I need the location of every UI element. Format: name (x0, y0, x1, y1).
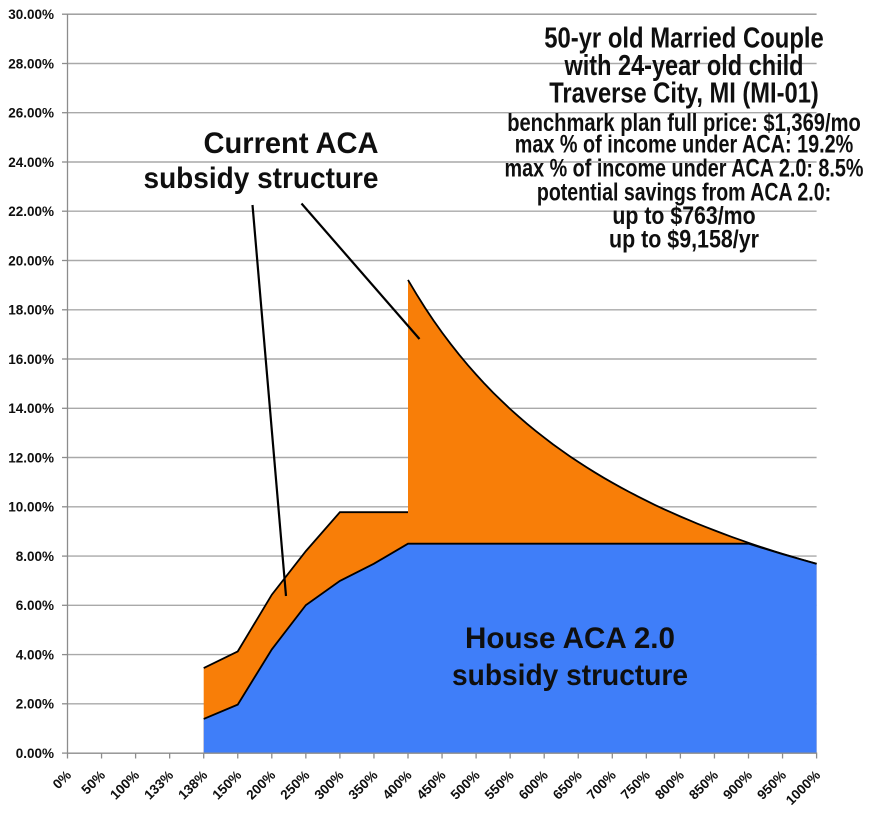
svg-text:potential savings from ACA 2.0: potential savings from ACA 2.0: (537, 179, 831, 207)
svg-text:House ACA 2.0: House ACA 2.0 (465, 622, 675, 655)
svg-text:max % of income under ACA: 19.: max % of income under ACA: 19.2% (515, 131, 854, 159)
svg-text:8.00%: 8.00% (16, 549, 54, 564)
svg-text:12.00%: 12.00% (8, 450, 54, 465)
svg-text:subsidy structure: subsidy structure (452, 659, 688, 692)
svg-text:22.00%: 22.00% (8, 204, 54, 219)
svg-text:2.00%: 2.00% (16, 697, 54, 712)
svg-text:16.00%: 16.00% (8, 352, 54, 367)
svg-text:50-yr old Married Couple: 50-yr old Married Couple (544, 23, 824, 55)
svg-text:10.00%: 10.00% (8, 500, 54, 515)
svg-text:24.00%: 24.00% (8, 155, 54, 170)
svg-text:26.00%: 26.00% (8, 106, 54, 121)
svg-text:Current ACA: Current ACA (204, 127, 379, 160)
svg-text:18.00%: 18.00% (8, 303, 54, 318)
svg-text:up to $763/mo: up to $763/mo (612, 202, 755, 230)
svg-text:4.00%: 4.00% (16, 647, 54, 662)
svg-text:with 24-year old child: with 24-year old child (564, 50, 804, 82)
svg-text:benchmark plan full price: $1,: benchmark plan full price: $1,369/mo (507, 109, 861, 137)
svg-text:0.00%: 0.00% (16, 746, 54, 761)
svg-text:subsidy structure: subsidy structure (144, 162, 379, 195)
svg-text:max % of income under ACA 2.0:: max % of income under ACA 2.0: 8.5% (505, 154, 864, 182)
svg-text:20.00%: 20.00% (8, 253, 54, 268)
svg-text:28.00%: 28.00% (8, 56, 54, 71)
svg-text:Traverse City, MI (MI-01): Traverse City, MI (MI-01) (549, 78, 819, 110)
svg-text:up to $9,158/yr: up to $9,158/yr (609, 225, 759, 253)
svg-text:14.00%: 14.00% (8, 401, 54, 416)
svg-text:6.00%: 6.00% (16, 598, 54, 613)
svg-text:30.00%: 30.00% (8, 7, 54, 22)
